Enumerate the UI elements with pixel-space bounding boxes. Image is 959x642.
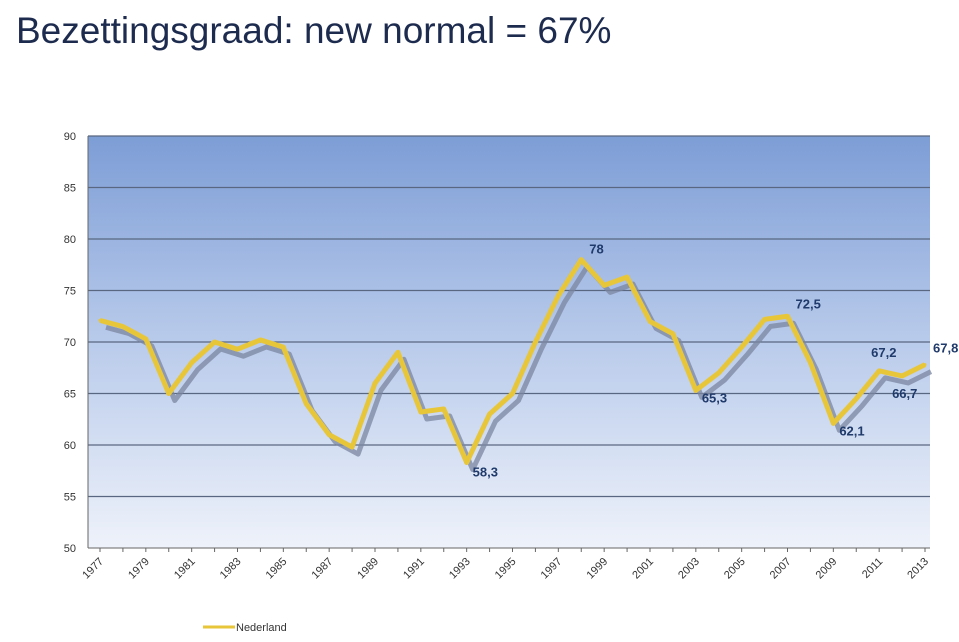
data-point: [854, 397, 858, 401]
data-point: [396, 350, 400, 354]
data-point: [190, 361, 194, 365]
data-point: [740, 345, 744, 349]
data-point: [625, 275, 629, 279]
x-tick-label: 2003: [676, 556, 702, 582]
data-point: [304, 402, 308, 406]
x-tick-label: 1987: [309, 556, 335, 582]
data-point: [533, 340, 537, 344]
x-tick-label: 1983: [218, 556, 244, 582]
data-point: [900, 374, 904, 378]
data-point: [258, 338, 262, 342]
data-label: 67,8: [933, 341, 958, 356]
y-tick-label: 85: [64, 183, 76, 195]
data-point: [98, 318, 102, 322]
legend-label: Nederland: [236, 622, 287, 634]
data-point: [923, 363, 927, 367]
data-point: [648, 319, 652, 323]
data-point: [694, 388, 698, 392]
y-tick-label: 75: [64, 286, 76, 298]
y-tick-label: 70: [64, 337, 76, 349]
x-tick-label: 1981: [172, 556, 198, 582]
data-label: 78: [589, 242, 603, 257]
data-point: [419, 410, 423, 414]
data-label: 58,3: [473, 465, 498, 480]
x-tick-label: 1999: [584, 556, 610, 582]
data-point: [786, 314, 789, 318]
y-tick-label: 50: [64, 543, 76, 555]
data-point: [167, 392, 171, 395]
data-point: [579, 258, 583, 262]
data-point: [556, 294, 560, 298]
data-label: 66,7: [892, 386, 917, 401]
y-tick-label: 55: [64, 492, 76, 504]
data-point: [327, 433, 331, 437]
x-tick-label: 1985: [264, 556, 290, 582]
x-tick-label: 2001: [630, 556, 656, 582]
data-point: [350, 445, 354, 449]
data-point: [511, 392, 514, 395]
data-point: [465, 461, 469, 465]
data-point: [442, 407, 446, 411]
data-point: [671, 332, 675, 336]
x-tick-label: 2005: [722, 556, 748, 582]
data-point: [808, 361, 812, 365]
x-tick-label: 1979: [126, 556, 152, 582]
data-point: [121, 325, 125, 329]
data-point: [831, 421, 835, 425]
data-point: [144, 337, 148, 341]
x-tick-label: 2011: [860, 556, 885, 581]
data-label: 72,5: [796, 296, 821, 311]
data-point: [488, 412, 492, 416]
x-tick-label: 1995: [493, 556, 519, 582]
y-tick-label: 90: [64, 131, 76, 143]
x-tick-label: 1993: [447, 556, 473, 582]
x-tick-label: 2007: [768, 556, 794, 582]
x-tick-label: 2009: [814, 556, 840, 582]
x-tick-label: 1977: [80, 556, 106, 582]
slide-title: Bezettingsgraad: new normal = 67%: [16, 10, 612, 51]
data-point: [602, 283, 606, 287]
x-tick-label: 1991: [401, 556, 427, 582]
x-tick-label: 1989: [355, 556, 381, 582]
data-point: [236, 347, 239, 351]
data-label: 62,1: [839, 423, 864, 438]
data-point: [373, 381, 377, 385]
data-point: [213, 340, 217, 344]
y-tick-label: 60: [64, 440, 76, 452]
data-label: 65,3: [702, 390, 727, 405]
x-tick-label: 1997: [539, 556, 565, 582]
data-point: [717, 371, 721, 375]
data-point: [281, 345, 285, 349]
y-tick-label: 80: [64, 234, 76, 246]
data-point: [877, 369, 881, 373]
y-tick-label: 65: [64, 389, 76, 401]
data-point: [763, 317, 767, 321]
data-label: 67,2: [871, 345, 896, 360]
x-tick-label: 2013: [905, 556, 931, 582]
